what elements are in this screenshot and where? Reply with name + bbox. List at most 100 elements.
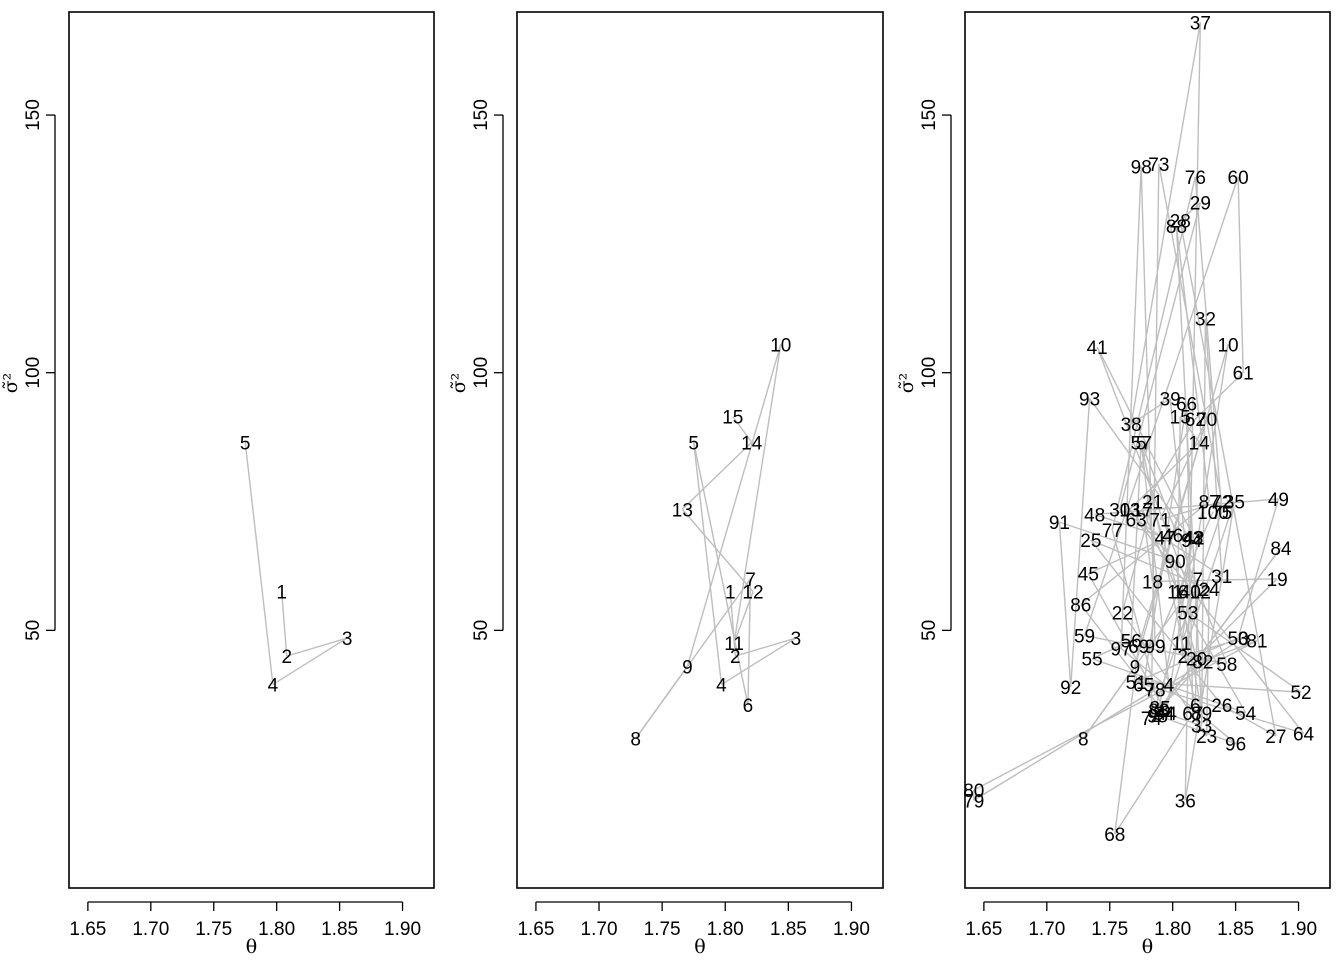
trace-segment	[732, 416, 753, 443]
point-label: 11	[1172, 634, 1192, 655]
point-label: 10	[1217, 335, 1238, 356]
trace-segment	[1091, 658, 1246, 714]
point-label: 60	[1228, 168, 1249, 189]
point-label: 29	[1190, 194, 1211, 215]
point-label: 54	[1235, 704, 1257, 725]
trace-segment	[721, 637, 797, 686]
point-label: 63	[1126, 511, 1147, 532]
point-label: 13	[1119, 500, 1140, 521]
point-label: 41	[1087, 338, 1108, 359]
point-label: 34	[1153, 704, 1175, 725]
trace-segment	[1096, 346, 1195, 538]
point-label: 87	[1199, 493, 1220, 514]
point-label: 12	[742, 583, 763, 604]
panel-1: 1.65 1.70 1.75 1.80 1.85 1.90 θ 50 100 150 σ̃² 1 2 3 4…	[0, 11, 435, 958]
point-label: 2	[730, 647, 741, 668]
x-tick-label: 1.85	[770, 919, 807, 940]
point-label: 72	[1211, 493, 1232, 514]
trace-segment	[1140, 442, 1170, 685]
x-tick-label: 1.80	[258, 919, 295, 940]
trace-segment	[1111, 176, 1197, 531]
point-label: 13	[672, 500, 693, 521]
point-label: 75	[1211, 503, 1232, 524]
trace-segment	[733, 344, 782, 644]
plot-frame	[964, 11, 1331, 889]
trace-segment	[1159, 547, 1282, 709]
trace-segment	[1111, 529, 1156, 690]
point-label: 48	[1084, 505, 1105, 526]
trace-segment	[693, 442, 749, 706]
trace-segment	[1059, 521, 1176, 562]
y-axis-title: σ̃²	[0, 373, 22, 394]
point-label: 71	[1150, 511, 1171, 532]
point-label: 86	[1070, 596, 1091, 617]
point-label: 97	[1110, 639, 1131, 660]
x-tick-label: 1.70	[1028, 919, 1065, 940]
trace-segment	[1082, 666, 1136, 739]
point-label: 73	[1148, 155, 1169, 176]
point-label: 61	[1233, 364, 1254, 385]
trace-segment	[1158, 163, 1223, 502]
point-label: 43	[1182, 529, 1203, 550]
point-label: 57	[1131, 433, 1152, 454]
trace-segment	[1080, 500, 1210, 606]
point-label: 16	[1167, 583, 1188, 604]
y-tick-label: 100	[23, 357, 44, 389]
trace-segment	[1135, 418, 1196, 520]
trace-segment	[1159, 418, 1208, 520]
trace-segment	[1114, 712, 1194, 835]
point-label: 47	[1155, 529, 1176, 550]
x-tick-label: 1.70	[581, 919, 618, 940]
x-tick-label: 1.70	[132, 919, 169, 940]
point-label: 24	[1199, 580, 1221, 601]
point-label: 5	[240, 433, 251, 454]
trace-segment	[635, 666, 688, 739]
point-label: 18	[1142, 572, 1163, 593]
point-label: 44	[1156, 704, 1178, 725]
point-label: 56	[1121, 632, 1142, 653]
point-label: 96	[1225, 735, 1246, 756]
point-label: 31	[1211, 567, 1232, 588]
trace-segment	[1175, 225, 1203, 713]
trace-segment	[1174, 560, 1203, 713]
point-label: 32	[1195, 310, 1216, 331]
trace-segment	[1194, 176, 1223, 512]
trace-segment	[735, 637, 797, 657]
trace-segment	[1157, 714, 1236, 745]
trace-segment	[1202, 640, 1258, 662]
point-label: 1	[725, 583, 736, 604]
y-tick-label: 100	[919, 357, 940, 389]
trace-segment	[1200, 318, 1207, 726]
point-label: 14	[741, 433, 763, 454]
trace-segment	[1237, 498, 1280, 639]
point-label: 94	[1181, 531, 1203, 552]
x-tick-label: 1.85	[1217, 919, 1254, 940]
x-tick-label: 1.75	[1091, 919, 1128, 940]
point-label: 66	[1176, 395, 1197, 416]
point-label: 37	[1190, 13, 1211, 34]
point-label: 30	[1109, 500, 1130, 521]
x-tick-label: 1.75	[195, 919, 232, 940]
point-label: 52	[1290, 683, 1311, 704]
point-label: 84	[1270, 539, 1292, 560]
point-label: 76	[1185, 168, 1206, 189]
trace-segment	[1187, 611, 1302, 693]
trace-segment	[1114, 645, 1140, 834]
trace-segment	[1143, 403, 1188, 685]
point-label: 9	[1130, 657, 1141, 678]
y-axis-title: σ̃²	[896, 373, 918, 394]
point-label: 58	[1216, 655, 1237, 676]
point-label: 35	[1224, 493, 1245, 514]
point-label: 70	[1196, 410, 1217, 431]
trace-segment	[1121, 611, 1208, 737]
point-label: 53	[1177, 603, 1198, 624]
trace-segment	[1163, 501, 1236, 714]
trace-segment	[973, 640, 1258, 791]
y-axis-title: σ̃²	[448, 373, 470, 394]
point-label: 39	[1160, 389, 1181, 410]
x-axis-title: θ	[1142, 936, 1153, 958]
trace-segment	[733, 591, 754, 644]
point-label: 50	[1228, 629, 1249, 650]
point-label: 3	[791, 629, 802, 650]
point-label: 15	[1170, 408, 1191, 429]
